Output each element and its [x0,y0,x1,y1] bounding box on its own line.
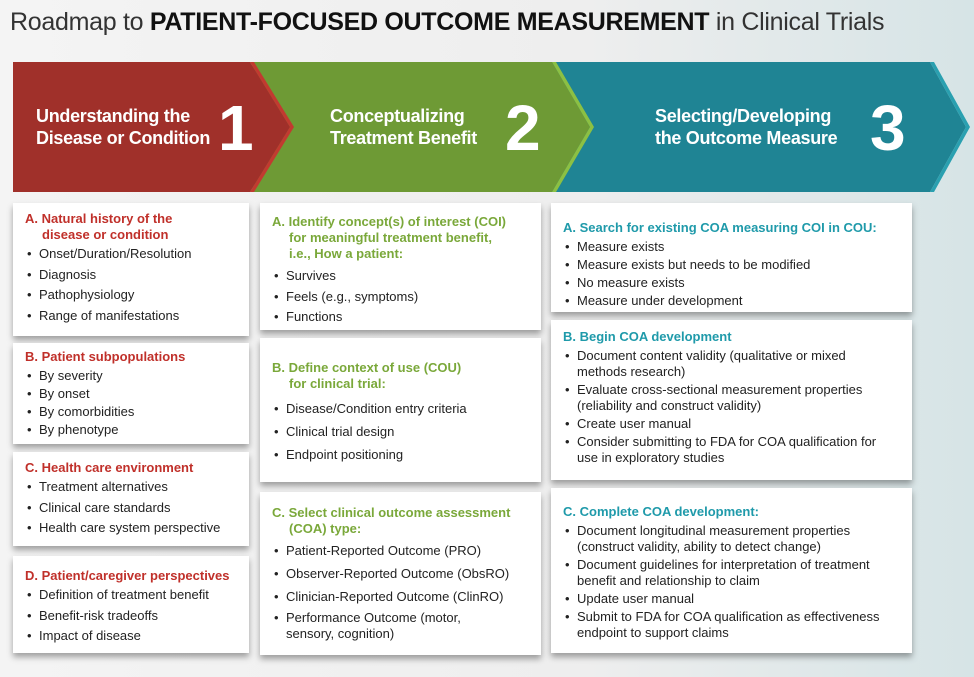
list-item: Document content validity (qualitative o… [563,348,888,380]
step2-number: 2 [505,92,541,164]
list-item: Measure under development [563,293,902,309]
list-item: Clinician-Reported Outcome (ClinRO) [272,589,531,605]
col2-section-c: C. Select clinical outcome assessment (CO… [260,492,541,655]
col1-section-a: A. Natural history of the disease or cond… [13,203,249,336]
list-item: Pathophysiology [25,287,239,303]
list-item: Create user manual [563,416,888,432]
list-item: Update user manual [563,591,888,607]
list-item: Impact of disease [25,628,239,644]
page-title: Roadmap to PATIENT-FOCUSED OUTCOME MEASU… [10,8,884,37]
list-item: Health care system perspective [25,520,239,536]
list-item: Clinical care standards [25,500,239,516]
step3-number: 3 [870,92,906,164]
step2-title: Conceptualizing Treatment Benefit [330,106,477,148]
title-suffix: in Clinical Trials [709,8,885,36]
list-item: Treatment alternatives [25,479,239,495]
step1-title: Understanding the Disease or Condition [36,106,211,148]
list-item: No measure exists [563,275,902,291]
list-item: By comorbidities [25,404,239,420]
list-item: Onset/Duration/Resolution [25,246,239,262]
step3-arrow [540,62,966,192]
step2-arrow [250,62,590,192]
list-item: Measure exists but needs to be modified [563,257,902,273]
list-item: Diagnosis [25,267,239,283]
col1-section-b: B. Patient subpopulations By severityBy … [13,343,249,444]
list-item: Survives [272,268,531,284]
list-item: By phenotype [25,422,239,438]
list-item: Clinical trial design [272,424,531,440]
title-prefix: Roadmap to [10,8,150,36]
list-item: Range of manifestations [25,308,239,324]
list-item: Submit to FDA for COA qualification as e… [563,609,888,641]
list-item: Performance Outcome (motor, sensory, cog… [272,610,472,642]
list-item: Functions [272,309,531,325]
col3-section-c: C. Complete COA development: Document lo… [551,488,912,653]
col3-section-b: B. Begin COA development Document conten… [551,320,912,480]
col1-section-d: D. Patient/caregiver perspectives Defini… [13,556,249,653]
list-item: Benefit-risk tradeoffs [25,608,239,624]
step1-arrow [13,62,290,192]
step3-title: Selecting/Developing the Outcome Measure [655,106,838,148]
list-item: Feels (e.g., symptoms) [272,289,531,305]
list-item: Disease/Condition entry criteria [272,401,531,417]
list-item: Measure exists [563,239,902,255]
list-item: Document guidelines for interpretation o… [563,557,888,589]
list-item: Observer-Reported Outcome (ObsRO) [272,566,531,582]
col3-section-a: A. Search for existing COA measuring COI… [551,203,912,312]
col2-section-b: B. Define context of use (COU) for clinic… [260,338,541,482]
list-item: Consider submitting to FDA for COA quali… [563,434,888,466]
list-item: Evaluate cross-sectional measurement pro… [563,382,888,414]
title-bold: PATIENT-FOCUSED OUTCOME MEASUREMENT [149,8,710,36]
list-item: Document longitudinal measurement proper… [563,523,888,555]
step1-number: 1 [218,92,254,164]
list-item: Patient-Reported Outcome (PRO) [272,543,531,559]
col2-section-a: A. Identify concept(s) of interest (COI)… [260,203,541,330]
col1-section-c: C. Health care environment Treatment alt… [13,452,249,546]
list-item: By onset [25,386,239,402]
list-item: By severity [25,368,239,384]
list-item: Endpoint positioning [272,447,531,463]
list-item: Definition of treatment benefit [25,587,239,603]
